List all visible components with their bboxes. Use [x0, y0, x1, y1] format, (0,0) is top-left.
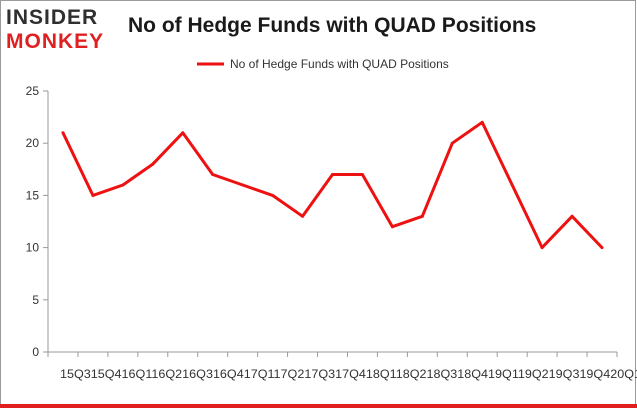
data-point [540, 246, 544, 250]
axes [47, 91, 618, 357]
data-point [420, 214, 424, 218]
data-point [450, 141, 454, 145]
data-point [301, 214, 305, 218]
legend: No of Hedge Funds with QUAD Positions [197, 57, 449, 71]
series-points [61, 120, 604, 250]
data-point [151, 162, 155, 166]
data-point [331, 173, 334, 177]
data-point [121, 183, 125, 187]
data-point [480, 120, 484, 124]
data-point [600, 246, 604, 250]
x-axis-tick-labels: 15Q315Q416Q116Q216Q316Q417Q117Q217Q317Q4… [60, 367, 637, 381]
data-point [211, 173, 215, 177]
data-point [61, 131, 65, 135]
data-point [360, 173, 364, 177]
insider-monkey-logo: INSIDER MONKEY [6, 6, 118, 56]
y-axis-ticks: 0 5 10 15 20 25 [26, 84, 48, 359]
data-point [241, 183, 245, 187]
y-tick-label: 25 [26, 84, 40, 98]
data-point [570, 214, 574, 218]
data-point [181, 131, 185, 135]
y-tick-label: 15 [26, 188, 40, 202]
data-point [390, 225, 394, 229]
y-tick-label: 20 [26, 136, 40, 150]
legend-label: No of Hedge Funds with QUAD Positions [230, 57, 449, 71]
data-point [271, 193, 275, 197]
data-point [510, 183, 514, 187]
series-line [61, 120, 604, 250]
logo-line-1: INSIDER [6, 6, 99, 29]
bottom-accent-bar [0, 404, 637, 408]
logo-line-2: MONKEY [6, 30, 105, 53]
chart-title: No of Hedge Funds with QUAD Positions [128, 14, 537, 37]
y-tick-label: 5 [32, 293, 39, 307]
y-tick-label: 10 [26, 241, 40, 255]
y-tick-label: 0 [32, 345, 39, 359]
data-point [91, 193, 95, 197]
